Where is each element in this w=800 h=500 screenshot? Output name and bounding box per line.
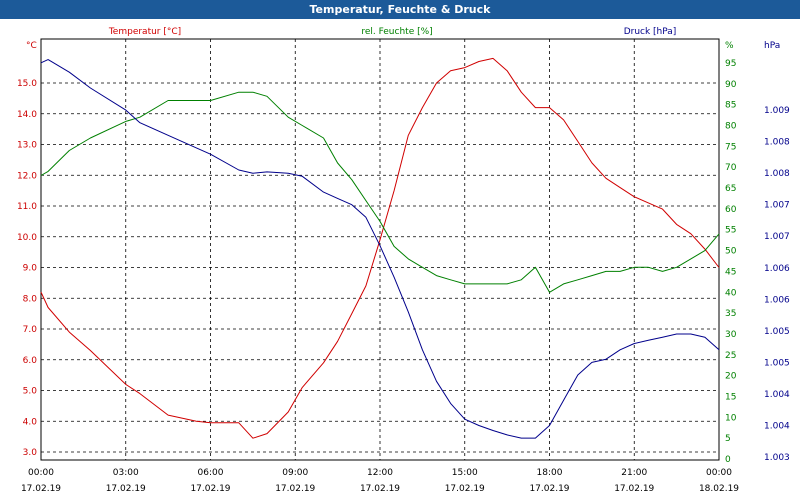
right-tick-label: 20 [725, 372, 737, 382]
x-tick-label-time: 06:00 [198, 468, 224, 478]
right2-tick-label: 1.009 [764, 106, 790, 116]
x-tick-label-date: 17.02.19 [360, 484, 400, 494]
window-title: Temperatur, Feuchte & Druck [309, 3, 491, 16]
left-tick-label: 7.0 [23, 325, 38, 335]
right2-tick-label: 1.004 [764, 390, 790, 400]
left-tick-label: 13.0 [17, 141, 37, 151]
right-tick-label: 5 [725, 434, 731, 444]
right2-tick-label: 1.008 [764, 138, 790, 148]
right2-tick-label: 1.006 [764, 295, 790, 305]
right-tick-label: 65 [725, 184, 736, 194]
window-title-bar: Temperatur, Feuchte & Druck [0, 0, 800, 19]
x-tick-label-time: 15:00 [452, 468, 478, 478]
right-tick-label: 95 [725, 59, 736, 69]
weather-chart: 00:00 17.02.19 03:00 17.02.19 06:00 17.02.19 0… [17, 27, 790, 494]
left-tick-label: 15.0 [17, 79, 37, 89]
right-tick-label: 30 [725, 330, 737, 340]
right-tick-label: 25 [725, 351, 736, 361]
right2-tick-label: 1.007 [764, 201, 790, 211]
left-tick-label: 9.0 [23, 264, 38, 274]
left-tick-label: 4.0 [23, 417, 38, 427]
right-tick-label: 55 [725, 226, 736, 236]
right2-tick-label: 1.008 [764, 169, 790, 179]
right-tick-label: 85 [725, 101, 736, 111]
right-axis-unit-label: % [725, 41, 734, 51]
x-tick-label-time: 18:00 [537, 468, 563, 478]
right-tick-label: 50 [725, 247, 737, 257]
x-tick-label-date: 17.02.19 [529, 484, 569, 494]
right-tick-label: 0 [725, 455, 731, 465]
legend-label: Temperatur [°C] [108, 27, 181, 37]
legend-label: Druck [hPa] [624, 27, 677, 37]
right2-tick-label: 1.004 [764, 421, 790, 431]
right2-tick-label: 1.007 [764, 232, 790, 242]
right-tick-label: 75 [725, 142, 736, 152]
right-tick-label: 70 [725, 163, 737, 173]
x-tick-label-time: 09:00 [282, 468, 308, 478]
right2-axis-unit-label: hPa [764, 41, 780, 51]
legend-label: rel. Feuchte [%] [361, 27, 432, 37]
x-tick-label-date: 17.02.19 [614, 484, 654, 494]
right-tick-label: 40 [725, 288, 737, 298]
right-tick-label: 80 [725, 122, 737, 132]
x-tick-label-date: 17.02.19 [21, 484, 61, 494]
x-tick-label-date: 17.02.19 [445, 484, 485, 494]
x-tick-label-time: 03:00 [113, 468, 139, 478]
x-tick-label-time: 00:00 [28, 468, 54, 478]
left-axis-unit-label: °C [26, 41, 37, 51]
left-tick-label: 6.0 [23, 356, 38, 366]
x-tick-label-time: 21:00 [621, 468, 647, 478]
right-tick-label: 90 [725, 80, 737, 90]
pressure-series-line [40, 59, 720, 439]
right-tick-label: 15 [725, 392, 736, 402]
humidity-series-line [40, 91, 720, 293]
left-tick-label: 10.0 [17, 233, 37, 243]
x-tick-label-date: 17.02.19 [190, 484, 230, 494]
right-tick-label: 35 [725, 309, 736, 319]
temperature-series-line [40, 57, 720, 439]
left-tick-label: 3.0 [23, 448, 38, 458]
right-tick-label: 10 [725, 413, 737, 423]
x-tick-label-date: 17.02.19 [275, 484, 315, 494]
right2-tick-label: 1.003 [764, 453, 790, 463]
left-tick-label: 14.0 [17, 110, 37, 120]
left-tick-label: 12.0 [17, 171, 37, 181]
right-tick-label: 45 [725, 267, 736, 277]
x-tick-label-date: 17.02.19 [106, 484, 146, 494]
left-tick-label: 11.0 [17, 202, 37, 212]
right2-tick-label: 1.005 [764, 327, 790, 337]
x-tick-label-time: 00:00 [706, 468, 732, 478]
x-tick-label-time: 12:00 [367, 468, 393, 478]
left-tick-label: 5.0 [23, 387, 38, 397]
x-tick-label-date: 18.02.19 [699, 484, 739, 494]
right2-tick-label: 1.006 [764, 264, 790, 274]
left-tick-label: 8.0 [23, 294, 38, 304]
right-tick-label: 60 [725, 205, 737, 215]
right2-tick-label: 1.005 [764, 358, 790, 368]
